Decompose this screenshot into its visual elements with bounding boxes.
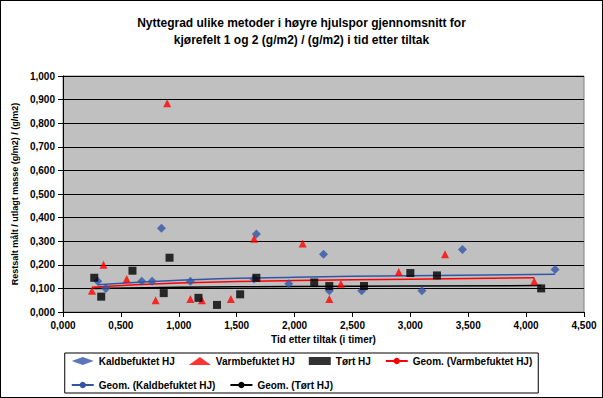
svg-text:1,000: 1,000 — [30, 71, 55, 82]
svg-text:0,700: 0,700 — [30, 141, 55, 152]
svg-text:4,500: 4,500 — [571, 320, 596, 331]
svg-text:0,500: 0,500 — [30, 189, 55, 200]
svg-text:0,200: 0,200 — [30, 259, 55, 270]
svg-text:0,400: 0,400 — [30, 212, 55, 223]
svg-text:4,000: 4,000 — [514, 320, 539, 331]
svg-text:Kaldbefuktet HJ: Kaldbefuktet HJ — [99, 356, 175, 367]
svg-text:1,000: 1,000 — [166, 320, 191, 331]
svg-text:2,000: 2,000 — [282, 320, 307, 331]
svg-text:Varmbefuktet HJ: Varmbefuktet HJ — [216, 356, 295, 367]
svg-text:Geom. (Varmbefuktet HJ): Geom. (Varmbefuktet HJ) — [413, 356, 532, 367]
svg-text:Geom. (Kaldbefuktet HJ): Geom. (Kaldbefuktet HJ) — [99, 380, 216, 391]
svg-text:3,000: 3,000 — [398, 320, 423, 331]
svg-text:Restsalt målt / utlagt masse (: Restsalt målt / utlagt masse (g/m2) / (g… — [10, 103, 20, 286]
svg-text:0,900: 0,900 — [30, 94, 55, 105]
svg-text:1,500: 1,500 — [224, 320, 249, 331]
svg-text:0,000: 0,000 — [50, 320, 75, 331]
svg-text:Tid etter tiltak (i timer): Tid etter tiltak (i timer) — [271, 334, 376, 345]
svg-text:0,300: 0,300 — [30, 236, 55, 247]
svg-text:3,500: 3,500 — [456, 320, 481, 331]
svg-text:0,800: 0,800 — [30, 118, 55, 129]
svg-text:0,000: 0,000 — [30, 307, 55, 318]
svg-text:2,500: 2,500 — [340, 320, 365, 331]
svg-text:Geom. (Tørt HJ): Geom. (Tørt HJ) — [257, 380, 333, 391]
svg-text:0,500: 0,500 — [108, 320, 133, 331]
svg-text:Nyttegrad ulike metoder i høyr: Nyttegrad ulike metoder i høyre hjulspor… — [137, 16, 466, 30]
svg-text:kjørefelt 1 og 2 (g/m2) / (g/m: kjørefelt 1 og 2 (g/m2) / (g/m2) i tid e… — [174, 33, 430, 47]
svg-text:0,600: 0,600 — [30, 165, 55, 176]
svg-text:Tørt HJ: Tørt HJ — [336, 356, 371, 367]
svg-text:0,100: 0,100 — [30, 283, 55, 294]
